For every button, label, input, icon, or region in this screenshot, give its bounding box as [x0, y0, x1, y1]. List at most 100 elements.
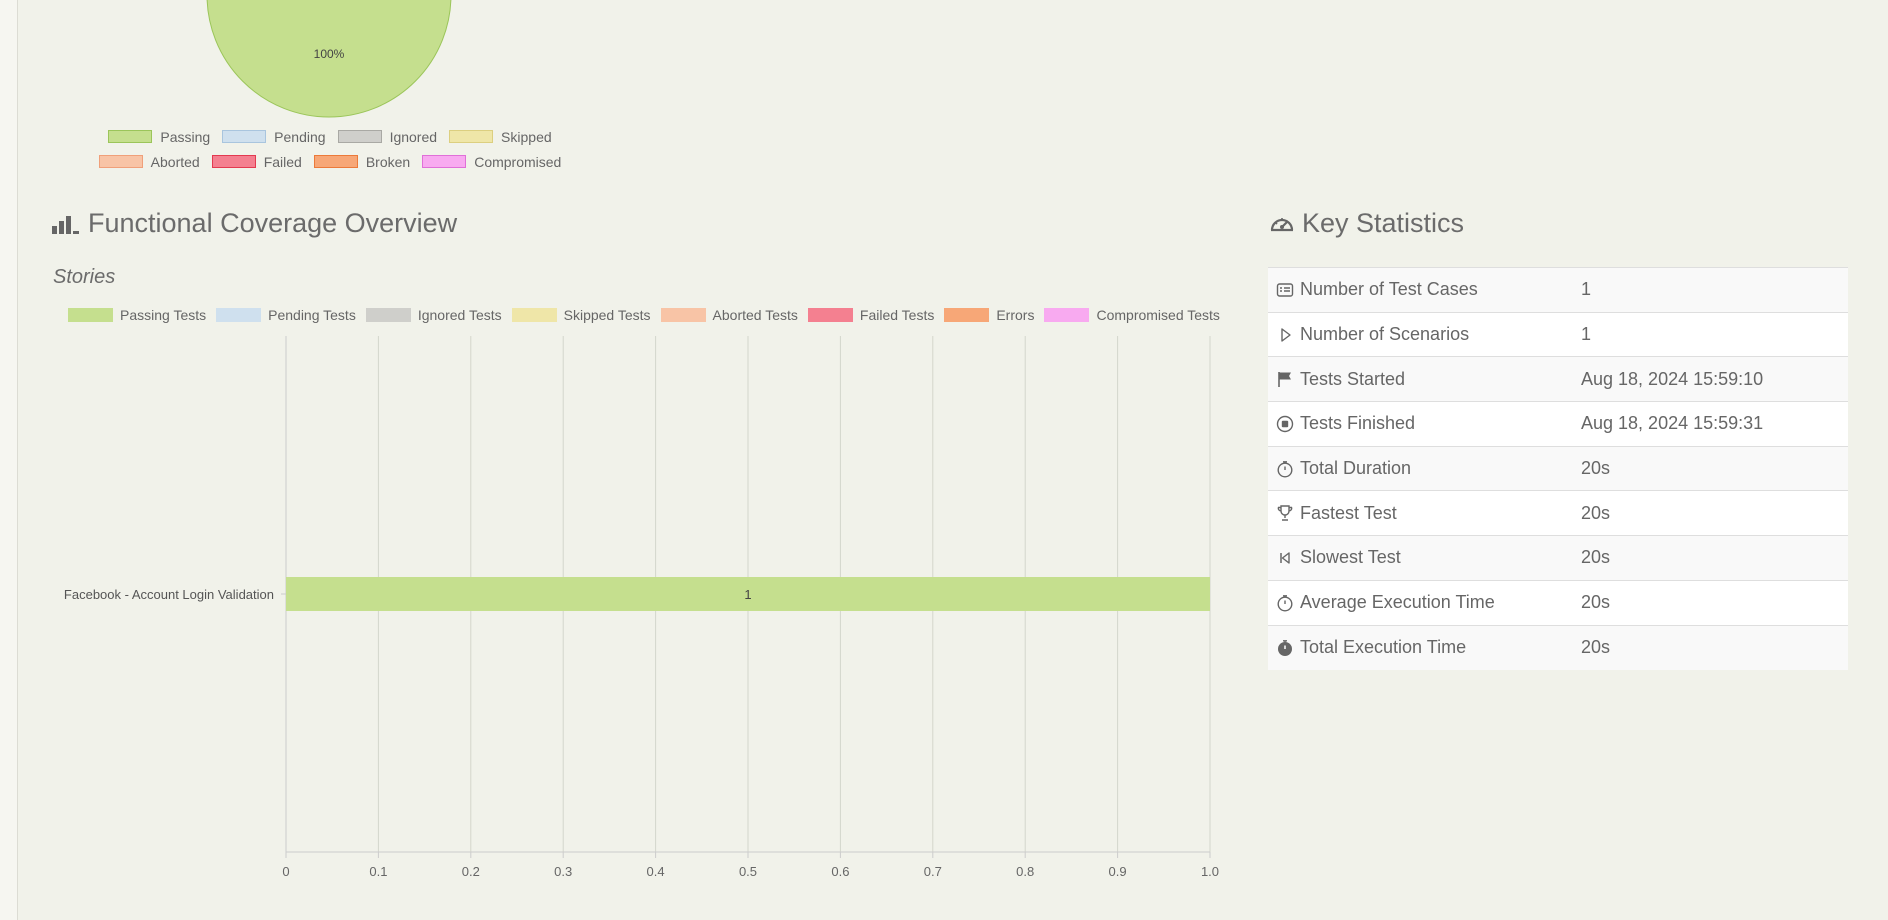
stat-label-wrap: Tests Started	[1276, 369, 1571, 390]
pie-legend-item-broken[interactable]: Broken	[313, 153, 411, 170]
stat-label: Average Execution Time	[1300, 592, 1495, 613]
bar-legend-item-pending-tests[interactable]: Pending Tests	[216, 307, 356, 323]
legend-swatch	[1044, 308, 1090, 322]
legend-label: Aborted Tests	[712, 307, 798, 323]
legend-label: Failed Tests	[859, 307, 935, 323]
bar-legend-item-skipped-tests[interactable]: Skipped Tests	[511, 307, 651, 323]
x-tick-label: 0.9	[1109, 864, 1127, 879]
legend-label: Passing	[160, 128, 211, 145]
stat-label-cell: Average Execution Time	[1268, 580, 1581, 625]
stat-value: 1	[1581, 279, 1592, 300]
legend-label: Compromised Tests	[1096, 307, 1220, 323]
x-tick-label: 0.6	[831, 864, 849, 879]
stat-row-total-execution-time: Total Execution Time 20s	[1268, 625, 1848, 670]
bar-legend-item-errors[interactable]: Errors	[944, 307, 1034, 323]
stat-label-wrap: Average Execution Time	[1276, 592, 1571, 613]
legend-label: Broken	[365, 153, 411, 170]
legend-label: Errors	[996, 307, 1035, 323]
bar-legend-item-failed-tests[interactable]: Failed Tests	[807, 307, 935, 323]
bar-svg: 0 0.1 0.2 0.3 0.4 0.5 0.6 0.7 0.8 0.9 1.0 Facebook …	[64, 336, 1219, 879]
legend-label: Skipped	[501, 128, 552, 145]
legend-label: Ignored	[389, 128, 438, 145]
stat-label: Tests Started	[1300, 368, 1406, 389]
stat-row-tests-started: Tests Started Aug 18, 2024 15:59:10	[1268, 356, 1848, 402]
coverage-bar-chart: 0 0.1 0.2 0.3 0.4 0.5 0.6 0.7 0.8 0.9 1.0 Facebook …	[64, 336, 1219, 879]
stat-label-cell: Number of Scenarios	[1268, 312, 1581, 357]
stat-label-wrap: Total Execution Time	[1276, 637, 1571, 658]
key-statistics-heading: Key Statistics	[1268, 208, 1464, 239]
left-rail	[0, 0, 18, 920]
legend-label: Failed	[263, 153, 302, 170]
pie-legend-item-passing[interactable]: Passing	[108, 129, 210, 145]
legend-swatch	[216, 308, 262, 322]
stat-value: 20s	[1581, 547, 1611, 568]
stat-label: Slowest Test	[1300, 547, 1401, 568]
stat-label-wrap: Total Duration	[1276, 458, 1571, 479]
bar-legend-item-compromised-tests[interactable]: Compromised Tests	[1044, 307, 1220, 323]
bar-legend-item-ignored-tests[interactable]: Ignored Tests	[365, 307, 502, 323]
bar-legend-item-passing-tests[interactable]: Passing Tests	[68, 307, 206, 323]
stat-label-wrap: Number of Scenarios	[1276, 324, 1571, 345]
stat-row-fastest-test: Fastest Test 20s	[1268, 490, 1848, 536]
bar-chart-icon	[52, 215, 79, 234]
stat-label-wrap: Fastest Test	[1276, 503, 1571, 524]
list-card-icon	[1276, 281, 1294, 299]
legend-label: Aborted	[150, 153, 200, 170]
legend-swatch	[422, 155, 467, 168]
coverage-subtitle: Stories	[53, 266, 116, 288]
stopwatch-icon	[1276, 460, 1294, 478]
bar-data-label: 1	[744, 587, 751, 602]
pie-legend-item-compromised[interactable]: Compromised	[422, 154, 561, 170]
key-statistics-table: Number of Test Cases 1 Number of Scenarios…	[1268, 267, 1848, 670]
legend-swatch	[313, 155, 358, 168]
stat-label-wrap: Number of Test Cases	[1276, 279, 1571, 300]
stat-label: Fastest Test	[1300, 502, 1397, 523]
x-tick-label: 0.1	[369, 864, 387, 879]
pie-legend-item-failed[interactable]: Failed	[211, 153, 302, 170]
legend-swatch	[108, 130, 153, 143]
pie-legend-item-skipped[interactable]: Skipped	[449, 129, 552, 145]
stat-label-cell: Slowest Test	[1268, 536, 1581, 581]
stop-circle-icon	[1276, 415, 1294, 433]
stat-label: Tests Finished	[1300, 413, 1416, 434]
play-outline-icon	[1276, 326, 1294, 344]
stat-label-cell: Fastest Test	[1268, 491, 1581, 536]
pie-legend: Passing Pending Ignored Skipped Aborted Fail…	[0, 124, 660, 174]
stat-row-tests-finished: Tests Finished Aug 18, 2024 15:59:31	[1268, 401, 1848, 447]
pie-legend-item-pending[interactable]: Pending	[222, 129, 326, 145]
coverage-heading: Functional Coverage Overview	[52, 208, 457, 239]
y-category-label: Facebook - Account Login Validation	[64, 587, 274, 602]
pie-slice-label: 100%	[314, 47, 345, 61]
bar-legend: Passing Tests Pending Tests Ignored Tests S…	[68, 307, 1230, 323]
pie-svg: 100%	[206, 0, 452, 118]
key-statistics-title: Key Statistics	[1302, 208, 1465, 238]
stat-label: Total Execution Time	[1300, 637, 1467, 658]
legend-swatch	[365, 308, 411, 322]
x-tick-label: 0.2	[462, 864, 480, 879]
stat-value: Aug 18, 2024 15:59:10	[1581, 368, 1764, 389]
stat-row-total-duration: Total Duration 20s	[1268, 446, 1848, 491]
legend-label: Compromised	[474, 153, 562, 170]
pie-slice-passing[interactable]	[206, 0, 452, 118]
stat-label: Total Duration	[1300, 458, 1412, 479]
x-tick-label: 0	[282, 864, 289, 879]
stat-value: 20s	[1581, 458, 1611, 479]
legend-swatch	[337, 130, 382, 143]
legend-swatch	[807, 308, 853, 322]
bar-legend-item-aborted-tests[interactable]: Aborted Tests	[660, 307, 798, 323]
legend-swatch	[944, 308, 990, 322]
stat-label-cell: Number of Test Cases	[1268, 268, 1581, 313]
legend-swatch	[68, 308, 113, 322]
gauge-icon	[1270, 217, 1294, 231]
pie-legend-item-aborted[interactable]: Aborted	[98, 153, 200, 170]
legend-swatch	[449, 130, 494, 143]
stat-label-cell: Tests Started	[1268, 357, 1581, 402]
x-tick-label: 0.5	[739, 864, 757, 879]
skip-back-icon	[1276, 549, 1294, 567]
flag-icon	[1276, 370, 1294, 388]
pie-legend-item-ignored[interactable]: Ignored	[337, 128, 438, 145]
stat-label-cell: Total Execution Time	[1268, 625, 1581, 670]
bar-passing-tests[interactable]	[286, 577, 1210, 611]
stat-value: 20s	[1581, 637, 1611, 658]
stat-value: 1	[1581, 324, 1592, 345]
